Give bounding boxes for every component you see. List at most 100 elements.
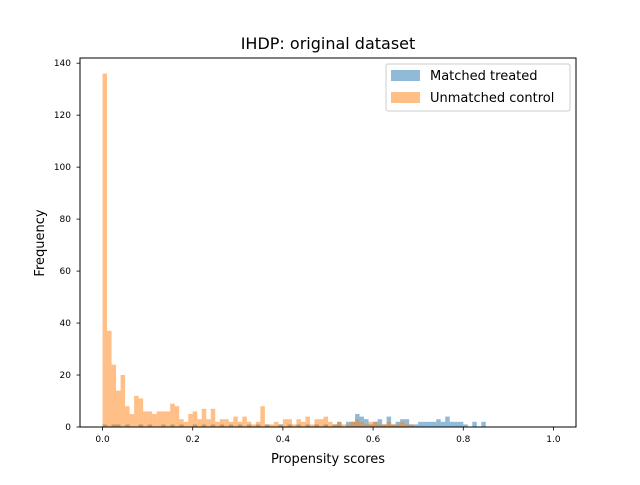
bar-unmatched-control bbox=[156, 411, 162, 427]
bar-unmatched-control bbox=[409, 424, 414, 427]
bar-unmatched-control bbox=[161, 411, 166, 427]
bar-matched-treated bbox=[440, 421, 446, 427]
legend-label-matched-treated: Matched treated bbox=[430, 69, 538, 84]
bar-unmatched-control bbox=[192, 411, 198, 427]
bar-unmatched-control bbox=[188, 414, 193, 427]
bar-matched-treated bbox=[422, 421, 428, 427]
bar-unmatched-control bbox=[228, 421, 234, 427]
plot-frame bbox=[79, 57, 577, 428]
bar-unmatched-control bbox=[233, 416, 238, 427]
bar-unmatched-control bbox=[201, 408, 207, 427]
bar-unmatched-control bbox=[291, 424, 297, 427]
bar-matched-treated bbox=[431, 421, 437, 427]
bar-unmatched-control bbox=[116, 390, 121, 427]
bar-unmatched-control bbox=[318, 419, 324, 427]
bar-unmatched-control bbox=[102, 73, 108, 427]
bar-unmatched-control bbox=[364, 424, 369, 427]
y-tick-label: 80 bbox=[60, 215, 72, 225]
bar-unmatched-control bbox=[328, 421, 333, 427]
legend: Matched treated Unmatched control bbox=[385, 63, 571, 112]
bar-unmatched-control bbox=[246, 421, 252, 427]
y-tick-label: 40 bbox=[60, 319, 72, 329]
x-axis-label: Propensity scores bbox=[271, 452, 385, 467]
bar-unmatched-control bbox=[395, 424, 401, 427]
bar-unmatched-control bbox=[400, 421, 405, 427]
bar-unmatched-control bbox=[215, 421, 220, 427]
bar-unmatched-control bbox=[368, 421, 374, 427]
y-tick-label: 120 bbox=[54, 111, 71, 121]
bar-unmatched-control bbox=[264, 424, 270, 427]
bar-unmatched-control bbox=[373, 421, 378, 427]
bar-unmatched-control bbox=[300, 421, 306, 427]
series-unmatched-control bbox=[102, 73, 414, 427]
bar-unmatched-control bbox=[323, 416, 328, 427]
legend-swatch-unmatched-control bbox=[391, 92, 420, 103]
y-tick-label: 0 bbox=[65, 423, 71, 433]
bar-matched-treated bbox=[377, 419, 383, 427]
bar-unmatched-control bbox=[179, 419, 184, 427]
bar-matched-treated bbox=[404, 419, 410, 427]
bar-unmatched-control bbox=[287, 419, 292, 427]
x-tick-label: 0.2 bbox=[186, 435, 200, 445]
bar-unmatched-control bbox=[359, 421, 365, 427]
bar-unmatched-control bbox=[404, 424, 410, 427]
ticks-layer: 0.0 0.2 0.4 0.6 0.8 1.0 0 20 40 60 80 100 120 140 bbox=[54, 59, 561, 445]
bar-unmatched-control bbox=[341, 424, 347, 427]
bar-matched-treated bbox=[445, 416, 450, 427]
bar-unmatched-control bbox=[332, 424, 338, 427]
bar-unmatched-control bbox=[273, 421, 279, 427]
y-tick-label: 60 bbox=[60, 267, 72, 277]
bar-unmatched-control bbox=[255, 421, 261, 427]
legend-box bbox=[385, 63, 571, 112]
bar-unmatched-control bbox=[314, 419, 319, 427]
bar-matched-treated bbox=[449, 421, 455, 427]
bar-matched-treated bbox=[481, 421, 486, 427]
bar-unmatched-control bbox=[260, 406, 265, 427]
y-tick-label: 140 bbox=[54, 59, 71, 69]
bar-unmatched-control bbox=[282, 419, 288, 427]
bar-unmatched-control bbox=[242, 416, 247, 427]
y-tick-label: 20 bbox=[60, 371, 72, 381]
bar-matched-treated bbox=[463, 424, 468, 427]
bar-unmatched-control bbox=[377, 424, 383, 427]
bar-unmatched-control bbox=[309, 424, 315, 427]
bar-unmatched-control bbox=[296, 419, 301, 427]
x-tick-label: 0.0 bbox=[95, 435, 110, 445]
bar-unmatched-control bbox=[125, 406, 130, 427]
bar-unmatched-control bbox=[224, 419, 229, 427]
bar-unmatched-control bbox=[350, 421, 356, 427]
bar-unmatched-control bbox=[183, 421, 189, 427]
bar-unmatched-control bbox=[174, 406, 180, 427]
bar-matched-treated bbox=[413, 424, 419, 427]
bar-unmatched-control bbox=[206, 419, 211, 427]
bar-unmatched-control bbox=[251, 424, 256, 427]
bar-unmatched-control bbox=[219, 419, 225, 427]
bar-matched-treated bbox=[436, 419, 441, 427]
bar-unmatched-control bbox=[107, 330, 112, 427]
bar-unmatched-control bbox=[147, 411, 153, 427]
bar-unmatched-control bbox=[152, 414, 157, 427]
bar-unmatched-control bbox=[346, 424, 351, 427]
chart-title: IHDP: original dataset bbox=[241, 34, 416, 53]
bar-unmatched-control bbox=[386, 421, 392, 427]
y-tick-label: 100 bbox=[54, 163, 71, 173]
bar-unmatched-control bbox=[129, 414, 135, 427]
legend-swatch-matched-treated bbox=[391, 70, 420, 81]
bar-unmatched-control bbox=[237, 421, 243, 427]
bar-unmatched-control bbox=[355, 419, 360, 427]
bar-unmatched-control bbox=[391, 424, 396, 427]
bar-unmatched-control bbox=[269, 424, 274, 427]
bar-unmatched-control bbox=[134, 395, 139, 427]
bar-unmatched-control bbox=[138, 398, 144, 427]
x-tick-label: 0.4 bbox=[276, 435, 291, 445]
bar-matched-treated bbox=[454, 421, 459, 427]
bar-unmatched-control bbox=[165, 411, 171, 427]
bar-unmatched-control bbox=[111, 364, 117, 427]
bar-unmatched-control bbox=[305, 416, 310, 427]
bar-matched-treated bbox=[472, 421, 477, 427]
x-tick-label: 1.0 bbox=[546, 435, 561, 445]
x-tick-label: 0.8 bbox=[456, 435, 471, 445]
bar-unmatched-control bbox=[337, 421, 342, 427]
